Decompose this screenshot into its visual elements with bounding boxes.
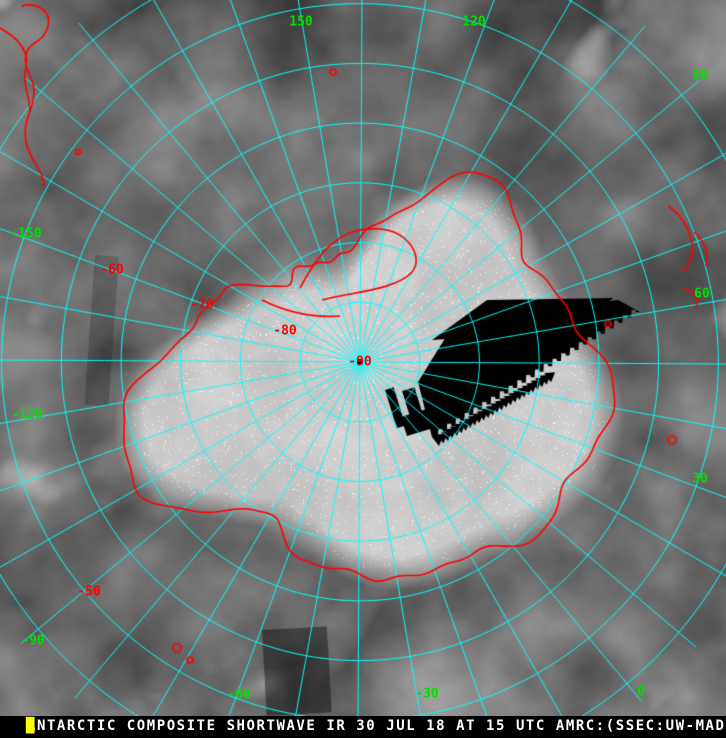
satellite-infrared-image bbox=[0, 0, 726, 716]
caption-bar: █ ANTARCTIC COMPOSITE SHORTWAVE IR 30 JU… bbox=[0, 716, 726, 738]
satellite-image-area bbox=[0, 0, 726, 716]
text-cursor-glyph: █ bbox=[26, 718, 35, 734]
caption-text: ANTARCTIC COMPOSITE SHORTWAVE IR 30 JUL … bbox=[27, 718, 726, 734]
